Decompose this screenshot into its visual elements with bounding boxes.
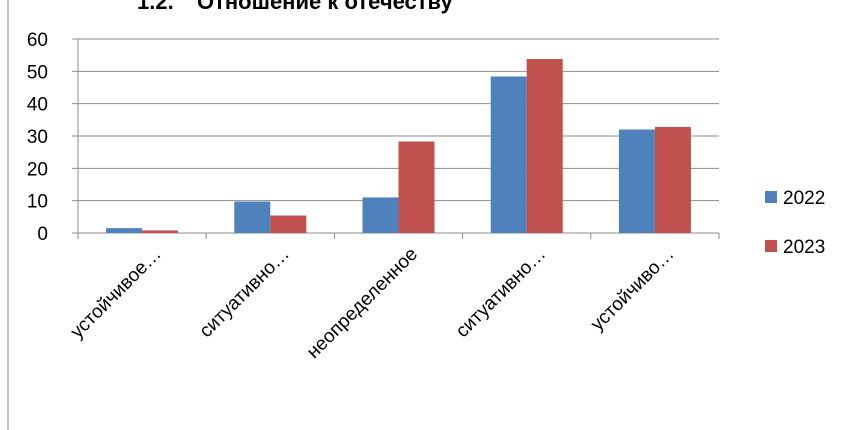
bar-2022-2 bbox=[362, 197, 399, 233]
bar-2023-0 bbox=[142, 230, 179, 233]
gridlines bbox=[78, 38, 719, 202]
x-category-label: неопределенное bbox=[303, 244, 422, 363]
bar-2022-4 bbox=[618, 129, 655, 233]
bar-2022-1 bbox=[234, 201, 271, 233]
bars bbox=[106, 59, 691, 234]
x-category-label: устойчивое… bbox=[67, 244, 166, 343]
bar-2023-2 bbox=[398, 141, 435, 233]
chart-heading: 1.2. Отношение к отечеству bbox=[0, 0, 853, 14]
x-category-label: ситуативно… bbox=[452, 244, 550, 342]
legend-label-2022: 2022 bbox=[783, 188, 825, 209]
legend-swatch-2023 bbox=[765, 240, 777, 252]
legend-label-2023: 2023 bbox=[783, 237, 825, 258]
heading-text: Отношение к отечеству bbox=[197, 0, 453, 14]
bar-2023-1 bbox=[270, 215, 307, 233]
bar-2023-4 bbox=[654, 126, 691, 233]
y-tick-label: 40 bbox=[27, 95, 48, 116]
y-tick-label: 50 bbox=[27, 62, 48, 83]
y-tick-label: 20 bbox=[27, 159, 48, 180]
y-tick-label: 30 bbox=[27, 127, 48, 148]
legend: 2022 2023 bbox=[765, 188, 825, 258]
y-tick-label: 10 bbox=[27, 192, 48, 213]
x-category-label: ситуативно… bbox=[196, 244, 294, 342]
heading-number: 1.2. bbox=[137, 0, 174, 14]
y-tick-label: 60 bbox=[27, 30, 48, 51]
x-category-label: устойчиво… bbox=[587, 244, 679, 336]
bar-2023-3 bbox=[526, 59, 563, 234]
y-tick-label: 0 bbox=[37, 224, 48, 245]
bar-2022-0 bbox=[106, 228, 143, 233]
legend-swatch-2022 bbox=[765, 191, 777, 203]
bar-2022-3 bbox=[490, 76, 527, 233]
